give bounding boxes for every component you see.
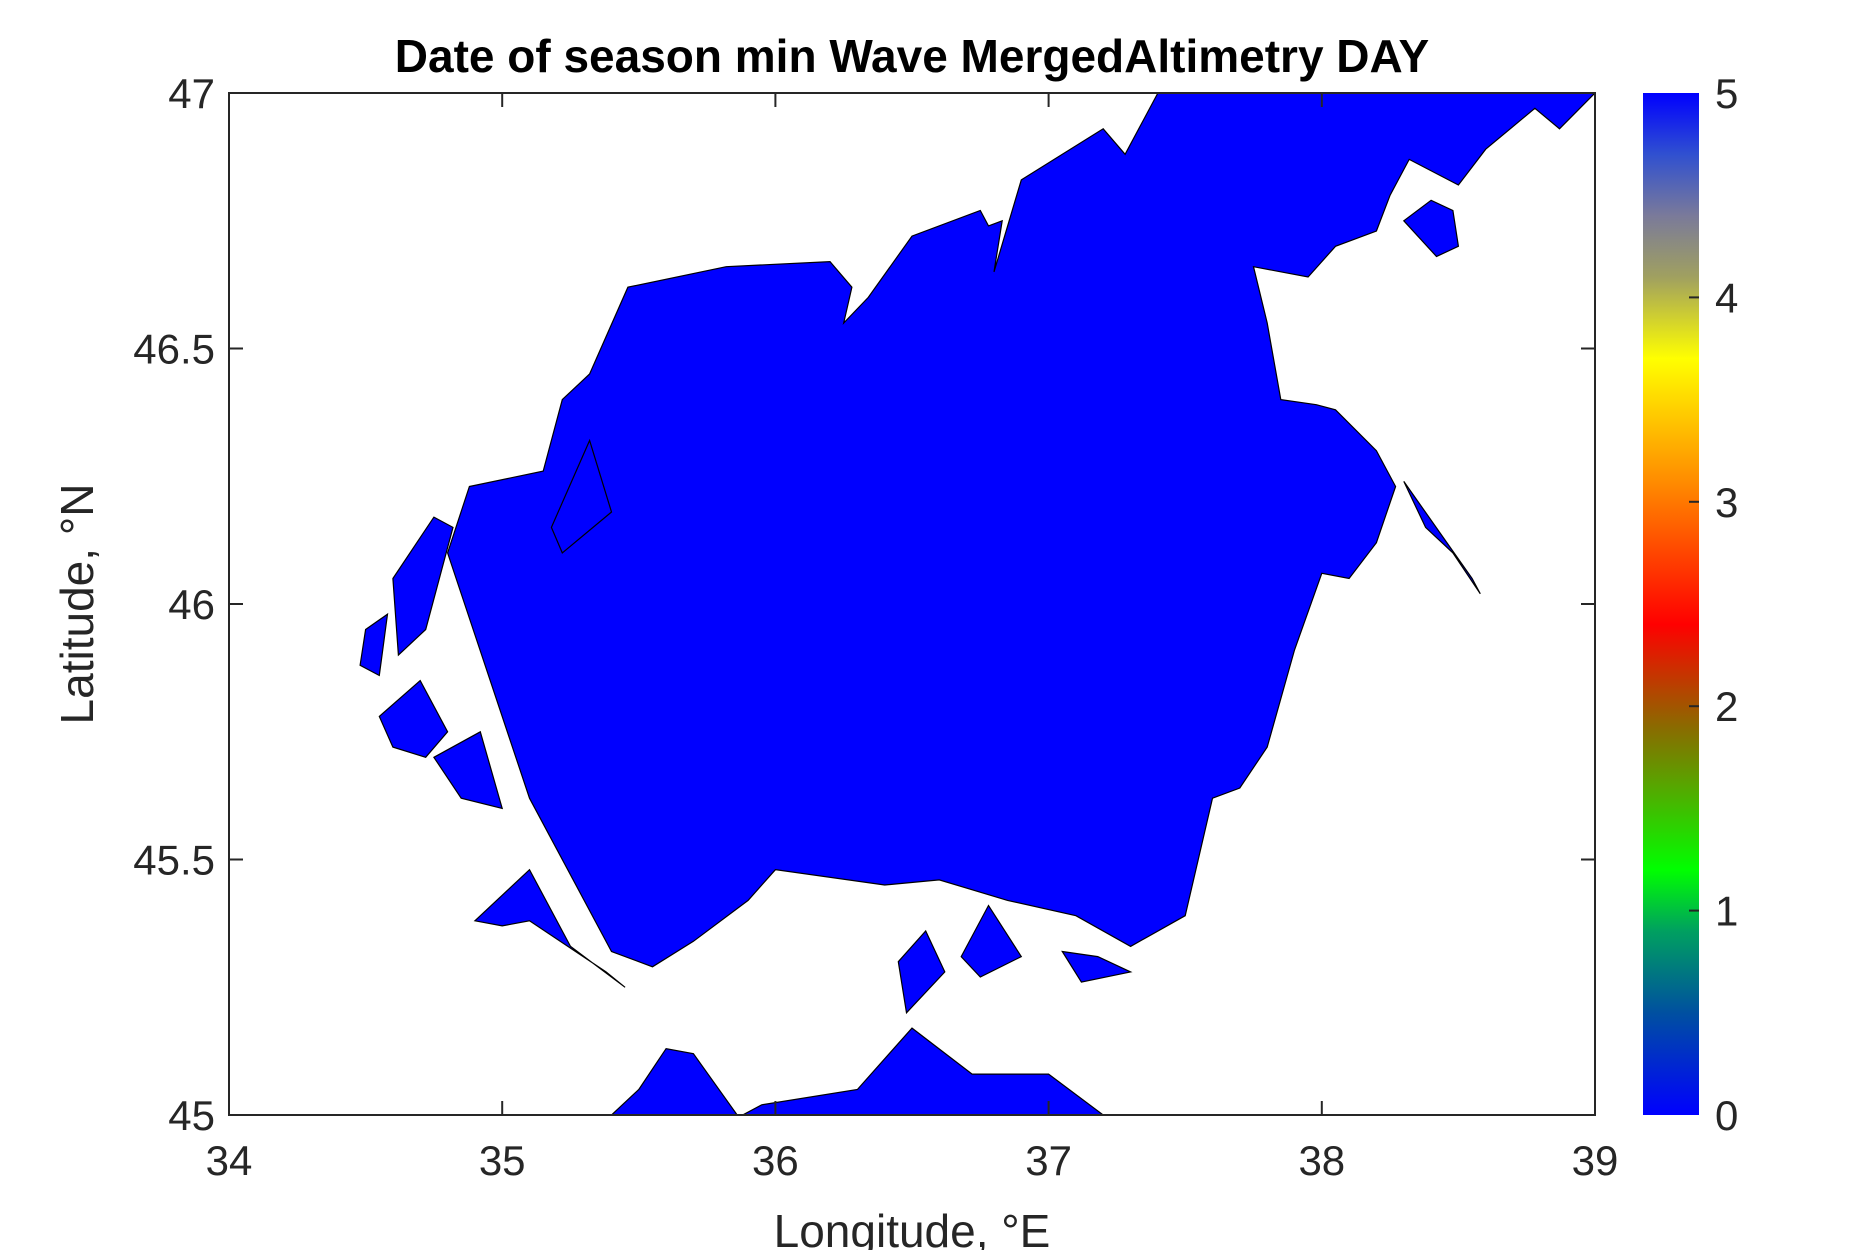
- colorbar-tick-label: 5: [1715, 70, 1738, 117]
- chart-title: Date of season min Wave MergedAltimetry …: [395, 30, 1429, 82]
- y-tick-label: 45.5: [133, 837, 215, 884]
- map-regions: [359, 93, 1595, 1115]
- colorbar: [1643, 93, 1699, 1115]
- sea-region-part-10: [960, 904, 1023, 978]
- colorbar-tick-label: 0: [1715, 1092, 1738, 1139]
- colorbar-ticks: 0 1 2 3 4 5: [1689, 70, 1738, 1139]
- sea-region-part-3: [378, 679, 449, 758]
- x-tick-label: 35: [479, 1137, 526, 1184]
- sea-region-part-12: [1403, 481, 1481, 595]
- y-tick-label: 46.5: [133, 326, 215, 373]
- colorbar-tick-label: 4: [1715, 274, 1738, 321]
- sea-region-part-1: [359, 612, 389, 677]
- sea-region-part-8: [742, 1027, 1105, 1115]
- x-tick-label: 37: [1025, 1137, 1072, 1184]
- x-axis: 34 35 36 37 38 39: [206, 93, 1619, 1184]
- x-axis-label: Longitude, °E: [774, 1205, 1051, 1250]
- x-tick-label: 39: [1572, 1137, 1619, 1184]
- x-tick-label: 34: [206, 1137, 253, 1184]
- sea-region-main: [446, 93, 1595, 968]
- colorbar-tick-label: 2: [1715, 683, 1738, 730]
- sea-region-part-9: [897, 929, 946, 1015]
- y-tick-label: 45: [168, 1092, 215, 1139]
- sea-region-part-2: [392, 516, 454, 657]
- sea-region-part-13: [1402, 199, 1460, 258]
- colorbar-tick-label: 1: [1715, 888, 1738, 935]
- sea-region-part-6: [550, 438, 613, 554]
- sea-region-part-7: [610, 1047, 738, 1115]
- sea-region-part-11: [1061, 950, 1133, 983]
- x-tick-label: 36: [752, 1137, 799, 1184]
- colorbar-tick-label: 3: [1715, 479, 1738, 526]
- y-axis: 45 45.5 46 46.5 47: [133, 70, 1595, 1139]
- sea-region-part-5: [473, 868, 626, 988]
- y-tick-label: 46: [168, 581, 215, 628]
- y-axis-label: Latitude, °N: [51, 484, 103, 725]
- y-tick-label: 47: [168, 70, 215, 117]
- x-tick-label: 38: [1298, 1137, 1345, 1184]
- sea-region-part-4: [433, 730, 504, 810]
